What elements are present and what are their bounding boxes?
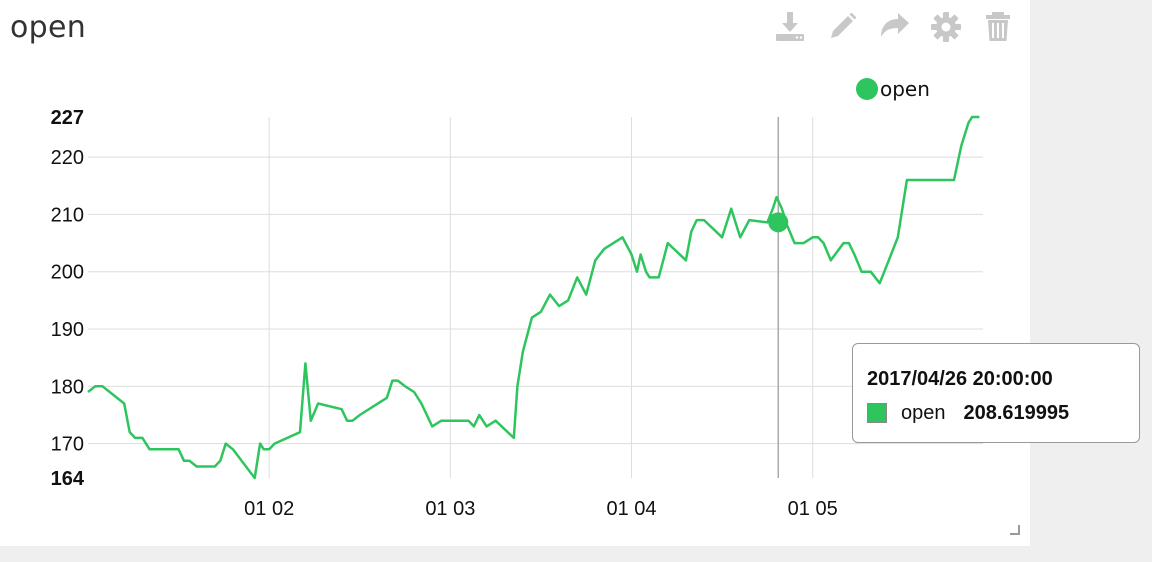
tooltip-value: 208.619995 xyxy=(964,402,1070,425)
tooltip-row: open 208.619995 xyxy=(867,401,1069,425)
line-chart: 170 180 190 200 210 220 227 164 01 02 01 03 01 04 0… xyxy=(0,0,1030,546)
y-tick-label: 190 xyxy=(51,319,84,341)
x-tick-label: 01 05 xyxy=(788,498,838,520)
y-tick-label: 220 xyxy=(51,147,84,169)
y-tick-label: 210 xyxy=(51,204,84,226)
x-tick-label: 01 02 xyxy=(244,498,294,520)
y-tick-label: 200 xyxy=(51,262,84,284)
y-tick-label: 170 xyxy=(51,434,84,456)
x-tick-label: 01 04 xyxy=(606,498,656,520)
resize-handle-icon[interactable] xyxy=(1008,523,1020,535)
tooltip-swatch xyxy=(867,403,887,423)
y-tick-label-bound: 227 xyxy=(51,107,84,129)
y-tick-label-bound: 164 xyxy=(51,468,85,490)
chart-panel: open xyxy=(0,0,1030,546)
tooltip-time: 2017/04/26 20:00:00 xyxy=(867,368,1053,391)
tooltip: 2017/04/26 20:00:00 open 208.619995 xyxy=(852,343,1140,443)
series-line-open xyxy=(88,117,979,478)
y-tick-label: 180 xyxy=(51,376,84,398)
hover-point-marker xyxy=(768,212,788,232)
x-tick-label: 01 03 xyxy=(425,498,475,520)
tooltip-series: open xyxy=(901,402,946,425)
